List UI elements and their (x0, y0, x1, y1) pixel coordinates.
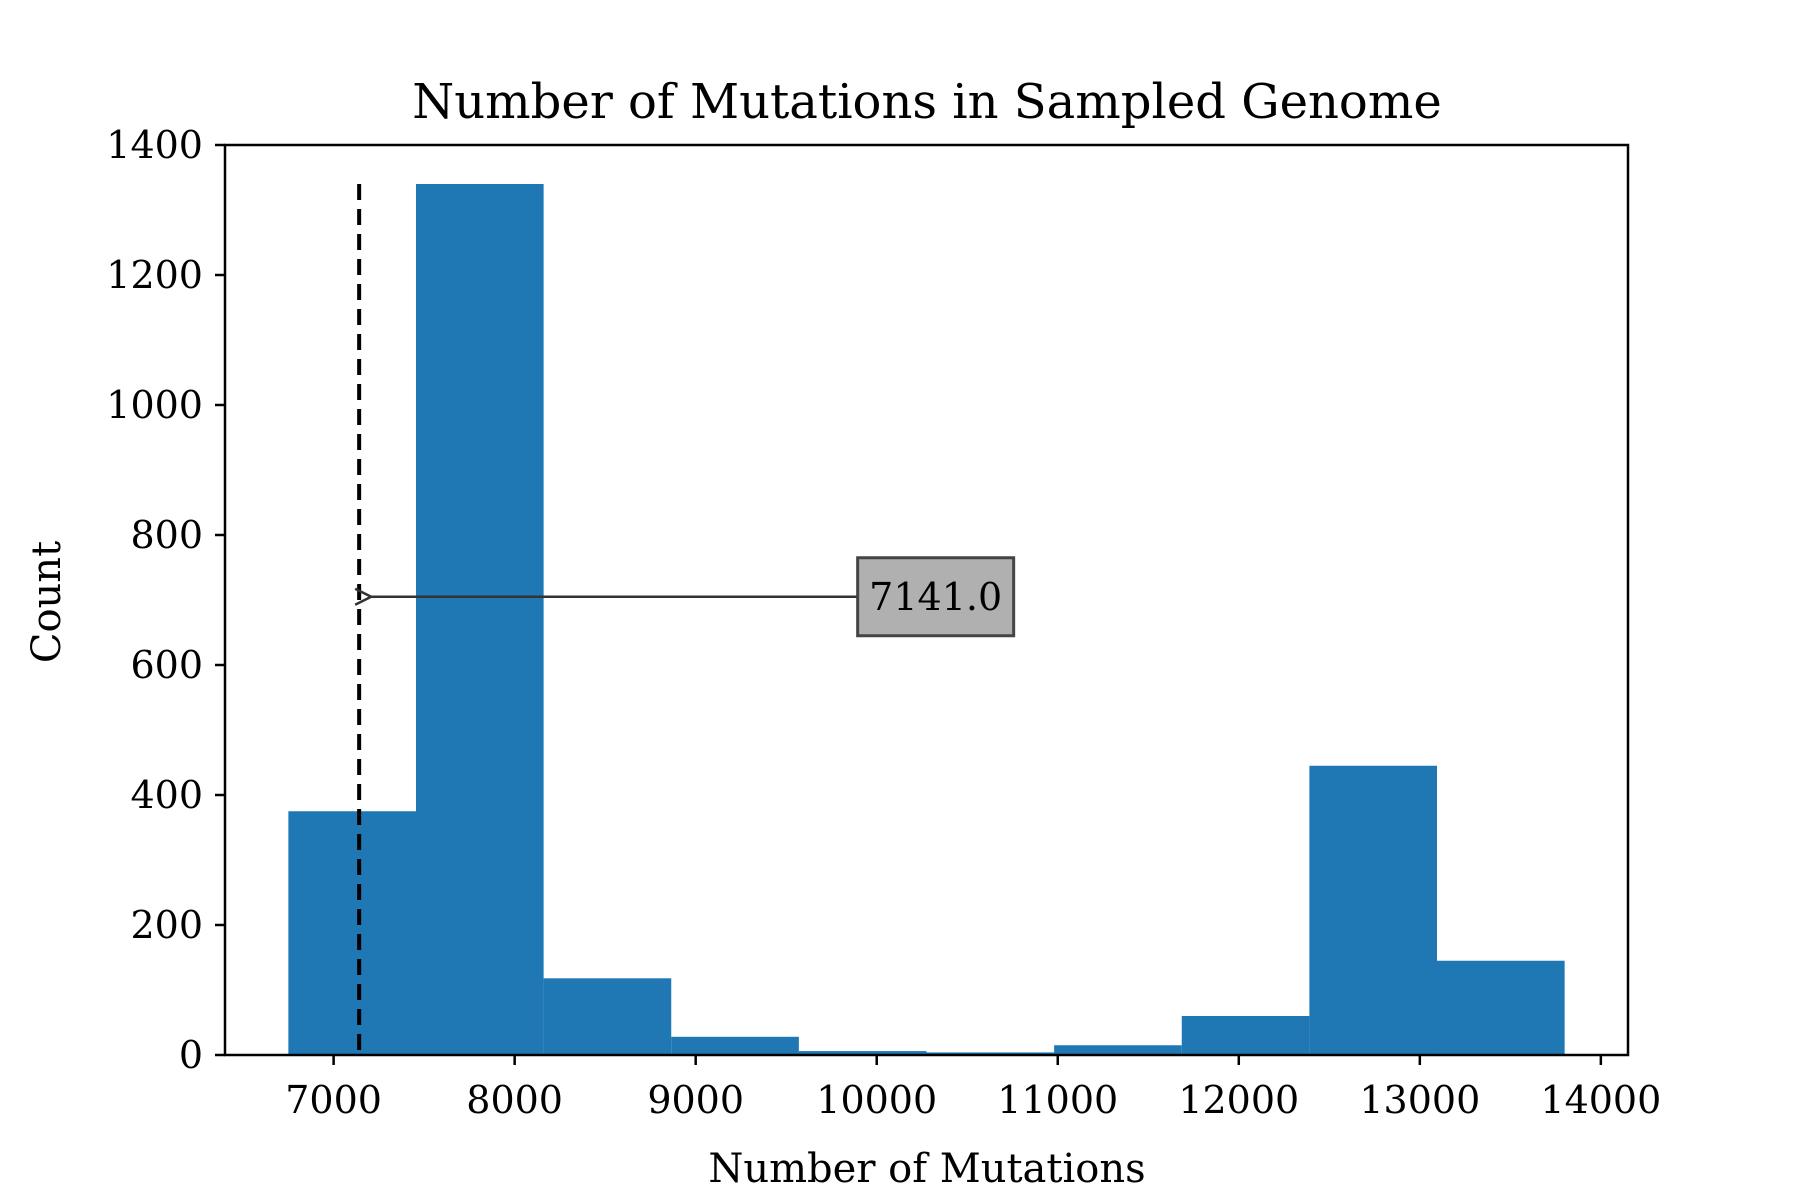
chart-title: Number of Mutations in Sampled Genome (412, 74, 1442, 130)
y-tick-label-600: 600 (130, 643, 203, 687)
histogram-bar-6 (1054, 1045, 1182, 1055)
histogram-bar-2 (543, 978, 672, 1055)
x-tick-label-7000: 7000 (285, 1078, 382, 1122)
histogram-bar-4 (798, 1051, 927, 1055)
x-axis-label: Number of Mutations (708, 1146, 1145, 1192)
y-tick-label-400: 400 (130, 773, 203, 817)
plot-frame (223, 143, 1630, 1057)
histogram-bar-3 (671, 1036, 799, 1055)
y-tick-label-1400: 1400 (106, 123, 203, 167)
histogram-bar-0 (288, 811, 416, 1055)
x-tick-label-12000: 12000 (1178, 1078, 1299, 1122)
y-tick-label-0: 0 (179, 1033, 203, 1077)
y-axis: 0 200 400 600 800 1000 1200 1400 (106, 123, 225, 1077)
x-tick-label-8000: 8000 (466, 1078, 563, 1122)
x-tick-label-11000: 11000 (997, 1078, 1118, 1122)
annotation-text: 7141.0 (869, 575, 1002, 619)
annotation-group: 7141.0 (371, 556, 1016, 638)
annotation-box (856, 556, 1016, 638)
histogram-bar-1 (415, 184, 544, 1055)
bars-group (288, 184, 1565, 1055)
histogram-bar-8 (1309, 765, 1438, 1055)
y-axis-label: Count (24, 541, 70, 663)
histogram-bar-7 (1181, 1016, 1310, 1055)
y-tick-label-200: 200 (130, 903, 203, 947)
y-tick-label-1000: 1000 (106, 383, 203, 427)
x-tick-label-13000: 13000 (1359, 1078, 1480, 1122)
x-tick-label-14000: 14000 (1540, 1078, 1661, 1122)
x-tick-label-9000: 9000 (647, 1078, 744, 1122)
histogram-bar-5 (926, 1052, 1055, 1055)
histogram-bar-9 (1437, 960, 1565, 1055)
x-tick-label-10000: 10000 (816, 1078, 937, 1122)
x-axis: 7000 8000 9000 10000 11000 12000 13000 14000 (285, 1055, 1661, 1122)
y-tick-label-800: 800 (130, 513, 203, 557)
y-tick-label-1200: 1200 (106, 253, 203, 297)
